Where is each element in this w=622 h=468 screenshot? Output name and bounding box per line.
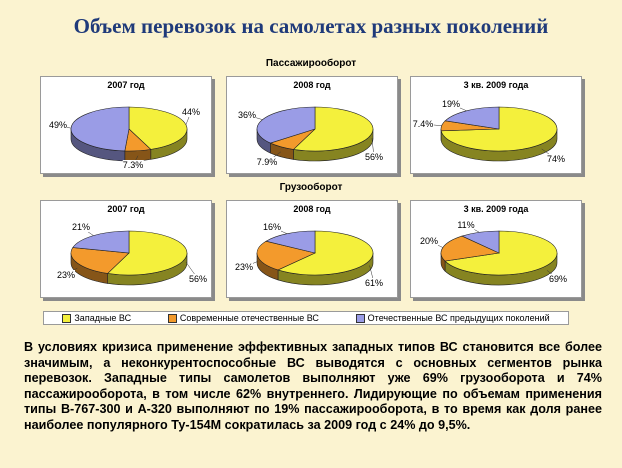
- pie-panel-passenger-2007: 2007 год 44% 7.3% 49%: [40, 76, 212, 174]
- pie-title: 2007 год: [107, 204, 145, 214]
- pie-chart: [57, 106, 192, 166]
- pie-data-label-modern: 23%: [56, 270, 76, 280]
- legend-label-modern: Современные отечественные ВС: [179, 313, 319, 323]
- legend-label-western: Западные ВС: [74, 313, 132, 323]
- pie-data-label-western: 56%: [188, 274, 208, 284]
- pie-slice-previous: [444, 106, 500, 130]
- section-label-passenger: Пассажирооборот: [265, 58, 357, 69]
- pie-data-label-previous: 19%: [441, 99, 461, 109]
- pie-data-label-modern: 7.3%: [122, 160, 144, 170]
- pie-data-label-previous: 49%: [48, 120, 68, 130]
- pie-panel-cargo-2009: 3 кв. 2009 года 69% 20% 11%: [410, 200, 582, 298]
- pie-data-label-previous: 21%: [71, 222, 91, 232]
- pie-data-label-western: 61%: [364, 278, 384, 288]
- pie-panel-passenger-2008: 2008 год 56% 7.9% 36%: [226, 76, 398, 174]
- pie-chart: [428, 224, 559, 286]
- pie-panel-passenger-2009: 3 кв. 2009 года 74% 7.4% 19%: [410, 76, 582, 174]
- pie-chart: [246, 106, 375, 163]
- pie-title: 2008 год: [293, 80, 331, 90]
- legend-item-western: Западные ВС: [62, 313, 131, 323]
- pie-slice-western: [444, 230, 558, 276]
- legend-item-previous: Отечественные ВС предыдущих поколений: [355, 313, 550, 323]
- pie-title: 2008 год: [293, 204, 331, 214]
- pie-slice-western: [128, 106, 188, 150]
- pie-data-label-western: 44%: [181, 107, 201, 117]
- pie-slice-western: [277, 230, 374, 276]
- legend-swatch-modern: [167, 313, 177, 323]
- pie-data-label-modern: 23%: [234, 262, 254, 272]
- pie-slice-modern: [70, 247, 130, 274]
- pie-data-label-modern: 7.9%: [256, 157, 278, 167]
- description-paragraph: В условиях кризиса применение эффективны…: [24, 340, 602, 432]
- pie-slice-previous: [265, 230, 316, 254]
- chart-legend: Западные ВС Современные отечественные ВС…: [43, 311, 569, 325]
- pie-data-label-modern: 20%: [419, 236, 439, 246]
- pie-panel-cargo-2007: 2007 год 56% 23% 21%: [40, 200, 212, 298]
- pie-slice-previous: [72, 230, 130, 254]
- page-title: Объем перевозок на самолетах разных поко…: [73, 14, 549, 38]
- pie-chart: [65, 226, 199, 286]
- legend-swatch-western: [62, 313, 72, 323]
- pie-slice-modern: [440, 235, 501, 262]
- pie-slice-previous: [461, 230, 500, 254]
- legend-swatch-previous: [355, 313, 365, 323]
- pie-data-label-previous: 16%: [262, 222, 282, 232]
- pie-panel-cargo-2008: 2008 год 61% 23% 16%: [226, 200, 398, 298]
- pie-slice-western: [106, 230, 188, 276]
- pie-title: 2007 год: [107, 80, 145, 90]
- pie-data-label-previous: 11%: [457, 220, 475, 230]
- pie-slice-previous: [70, 106, 130, 152]
- pie-data-label-modern: 7.4%: [412, 119, 434, 129]
- pie-data-label-previous: 36%: [237, 110, 257, 120]
- section-label-cargo: Грузооборот: [279, 182, 343, 193]
- pie-data-label-western: 69%: [548, 274, 568, 284]
- pie-chart: [422, 103, 558, 162]
- pie-chart: [243, 226, 375, 286]
- pie-data-label-western: 74%: [546, 154, 566, 164]
- legend-item-modern: Современные отечественные ВС: [167, 313, 319, 323]
- pie-slice-western: [292, 106, 374, 152]
- pie-data-label-western: 56%: [364, 152, 384, 162]
- pie-title: 3 кв. 2009 года: [463, 204, 529, 214]
- pie-title: 3 кв. 2009 года: [463, 80, 529, 90]
- pie-slice-previous: [256, 106, 316, 144]
- pie-slice-modern: [256, 240, 316, 271]
- legend-label-previous: Отечественные ВС предыдущих поколений: [367, 313, 550, 323]
